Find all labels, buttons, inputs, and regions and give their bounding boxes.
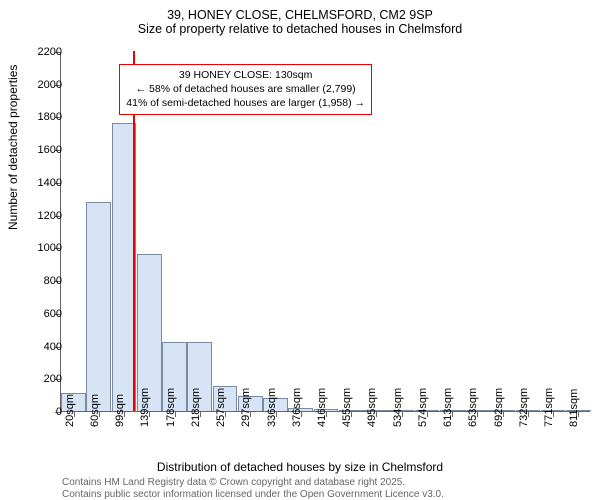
x-axis-label: Distribution of detached houses by size … <box>0 460 600 474</box>
footer-copyright: Contains HM Land Registry data © Crown c… <box>62 477 405 488</box>
y-tick-label: 400 <box>44 341 62 353</box>
plot-area: 39 HONEY CLOSE: 130sqm← 58% of detached … <box>60 52 590 412</box>
y-tick-label: 1600 <box>38 144 62 156</box>
y-tick-label: 200 <box>44 373 62 385</box>
annotation-line: 41% of semi-detached houses are larger (… <box>126 96 365 110</box>
histogram-bar <box>86 202 111 411</box>
y-tick-label: 600 <box>44 308 62 320</box>
y-tick-label: 2200 <box>38 46 62 58</box>
chart-title-address: 39, HONEY CLOSE, CHELMSFORD, CM2 9SP <box>0 8 600 22</box>
y-tick-label: 1400 <box>38 177 62 189</box>
footer-licence: Contains public sector information licen… <box>62 489 444 500</box>
y-tick-label: 1800 <box>38 111 62 123</box>
y-axis-label: Number of detached properties <box>6 65 20 230</box>
y-tick-label: 2000 <box>38 79 62 91</box>
y-tick-label: 1000 <box>38 242 62 254</box>
title-block: 39, HONEY CLOSE, CHELMSFORD, CM2 9SP Siz… <box>0 0 600 36</box>
annotation-line: 39 HONEY CLOSE: 130sqm <box>126 68 365 82</box>
y-tick-label: 800 <box>44 275 62 287</box>
y-tick-label: 0 <box>56 406 62 418</box>
chart-subtitle: Size of property relative to detached ho… <box>0 22 600 36</box>
y-tick-label: 1200 <box>38 210 62 222</box>
annotation-line: ← 58% of detached houses are smaller (2,… <box>126 82 365 96</box>
annotation-box: 39 HONEY CLOSE: 130sqm← 58% of detached … <box>119 64 372 115</box>
